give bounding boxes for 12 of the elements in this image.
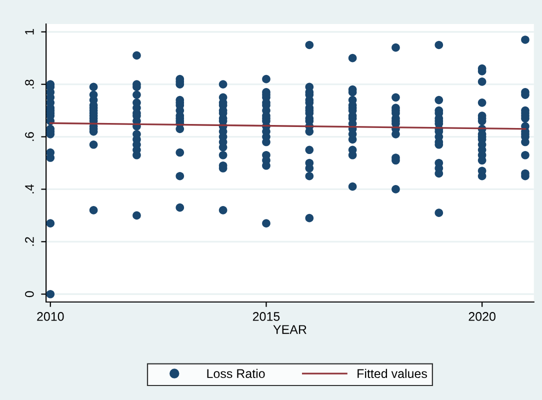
x-tick-label: 2010 [37,312,64,321]
legend-label: Fitted values [358,368,427,378]
y-tick-label: .4 [25,184,34,194]
y-tick-label: .2 [25,237,34,246]
x-tick-label: 2015 [252,312,280,321]
y-tick-label: 0 [25,291,34,298]
x-axis-title: YEAR [273,325,306,334]
y-tick-label: .6 [25,132,34,141]
y-tick-label: 1 [25,29,34,34]
legend-label: Loss Ratio [207,368,265,378]
y-tick-label: .8 [25,80,34,88]
x-tick-label: 2020 [468,312,496,321]
